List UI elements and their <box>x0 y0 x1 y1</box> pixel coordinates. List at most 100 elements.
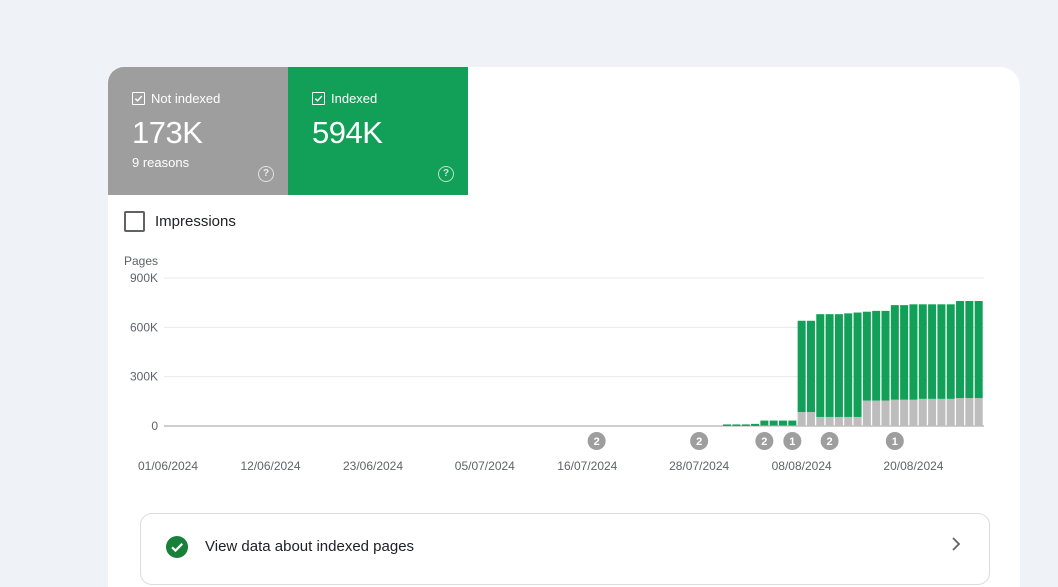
not-indexed-bar <box>779 425 788 427</box>
indexed-bar <box>797 320 806 413</box>
indexed-bar <box>853 312 862 417</box>
indexed-count: 594K <box>312 115 383 150</box>
indexed-bar <box>928 304 937 399</box>
impressions-label: Impressions <box>155 213 236 230</box>
view-indexed-pages-label: View data about indexed pages <box>205 538 415 555</box>
not-indexed-bar <box>872 400 881 426</box>
not-indexed-bar <box>890 399 899 426</box>
not-indexed-bar <box>881 400 890 426</box>
indexed-bar <box>834 314 843 417</box>
checkbox-checked-icon[interactable] <box>132 92 145 105</box>
not-indexed-bar <box>760 425 769 427</box>
x-tick-label: 08/08/2024 <box>772 459 832 473</box>
not-indexed-bar <box>928 398 937 426</box>
indexed-bar <box>806 320 815 413</box>
annotation-marker <box>755 432 774 450</box>
indexed-bar <box>779 420 788 426</box>
not-indexed-bar <box>974 398 983 426</box>
index-coverage-card: Not indexed 173K 9 reasons ? Indexed 594… <box>108 67 1020 587</box>
help-icon[interactable]: ? <box>258 166 274 182</box>
indexed-bar <box>890 305 899 400</box>
help-icon[interactable]: ? <box>438 166 454 182</box>
impressions-toggle[interactable]: Impressions <box>124 211 236 232</box>
not-indexed-bar <box>834 416 843 426</box>
annotation-label: 2 <box>594 436 600 448</box>
not-indexed-bar <box>909 399 918 426</box>
annotation-marker <box>783 432 802 450</box>
not-indexed-bar <box>825 416 834 426</box>
indexing-chart: Pages 0 300K 600K 900K 2 2 2 1 2 1 01/06/2024 12/06/… <box>124 254 984 473</box>
annotation-marker <box>690 432 709 450</box>
not-indexed-bar <box>956 398 965 426</box>
annotation-label: 2 <box>827 436 833 448</box>
indexed-bar <box>909 304 918 400</box>
checkbox-unchecked-icon[interactable] <box>124 211 145 232</box>
not-indexed-label: Not indexed <box>151 91 221 106</box>
x-tick-label: 20/08/2024 <box>883 459 943 473</box>
indexed-bar <box>956 301 965 399</box>
indexed-bar <box>741 424 750 426</box>
not-indexed-header: Not indexed <box>132 91 220 106</box>
not-indexed-bar <box>900 399 909 426</box>
indexed-label: Indexed <box>331 91 378 106</box>
indexed-bar <box>974 301 983 399</box>
indexed-bar <box>732 424 741 426</box>
indexed-bar <box>816 314 825 417</box>
indexed-bar <box>751 423 760 426</box>
not-indexed-bar <box>816 416 825 426</box>
y-axis-title: Pages <box>124 254 158 268</box>
indexed-bar <box>918 304 927 399</box>
indexed-tile[interactable]: Indexed 594K ? <box>288 67 468 195</box>
indexed-bar <box>937 304 946 399</box>
x-tick-label: 16/07/2024 <box>557 459 617 473</box>
x-tick-label: 23/06/2024 <box>343 459 403 473</box>
indexed-bar <box>760 420 769 426</box>
checkbox-checked-icon[interactable] <box>312 92 325 105</box>
x-tick-label: 01/06/2024 <box>138 459 198 473</box>
not-indexed-bar <box>965 398 974 426</box>
not-indexed-bar <box>797 412 806 426</box>
annotation-label: 2 <box>696 436 702 448</box>
indexed-bar <box>788 420 797 426</box>
y-tick-label: 0 <box>151 419 158 433</box>
not-indexed-bar <box>844 416 853 426</box>
annotation-marker <box>820 432 839 450</box>
not-indexed-bar <box>769 425 778 427</box>
annotation-label: 1 <box>892 436 898 448</box>
indexed-bar <box>872 310 881 401</box>
check-circle-icon <box>166 536 188 558</box>
indexed-bar <box>946 304 955 399</box>
indexed-header: Indexed <box>312 91 377 106</box>
annotation-marker <box>587 432 606 450</box>
indexed-bar <box>881 310 890 401</box>
annotation-label: 1 <box>789 436 795 448</box>
x-tick-label: 28/07/2024 <box>669 459 729 473</box>
indexed-bar <box>844 313 853 417</box>
not-indexed-reasons: 9 reasons <box>132 155 190 170</box>
not-indexed-count: 173K <box>132 115 203 150</box>
x-tick-label: 12/06/2024 <box>240 459 300 473</box>
not-indexed-bar <box>806 412 815 426</box>
not-indexed-bar <box>862 400 871 426</box>
y-tick-label: 300K <box>130 370 158 384</box>
annotation-label: 2 <box>761 436 767 448</box>
annotation-marker <box>885 432 904 450</box>
not-indexed-bar <box>918 398 927 426</box>
x-tick-label: 05/07/2024 <box>455 459 515 473</box>
not-indexed-bar <box>751 425 760 427</box>
not-indexed-bar <box>788 425 797 427</box>
not-indexed-bar <box>723 425 732 427</box>
indexed-bar <box>769 420 778 426</box>
y-tick-label: 900K <box>130 271 158 285</box>
not-indexed-bar <box>853 416 862 426</box>
indexed-bar <box>862 311 871 401</box>
y-tick-label: 600K <box>130 320 158 334</box>
chevron-right-icon <box>951 536 961 557</box>
not-indexed-tile[interactable]: Not indexed 173K 9 reasons ? <box>108 67 288 195</box>
indexed-bar <box>825 314 834 417</box>
indexed-bar <box>723 424 732 426</box>
view-indexed-pages-link[interactable]: View data about indexed pages <box>140 513 990 585</box>
indexed-bar <box>900 305 909 400</box>
indexed-bar <box>965 301 974 399</box>
not-indexed-bar <box>732 425 741 427</box>
